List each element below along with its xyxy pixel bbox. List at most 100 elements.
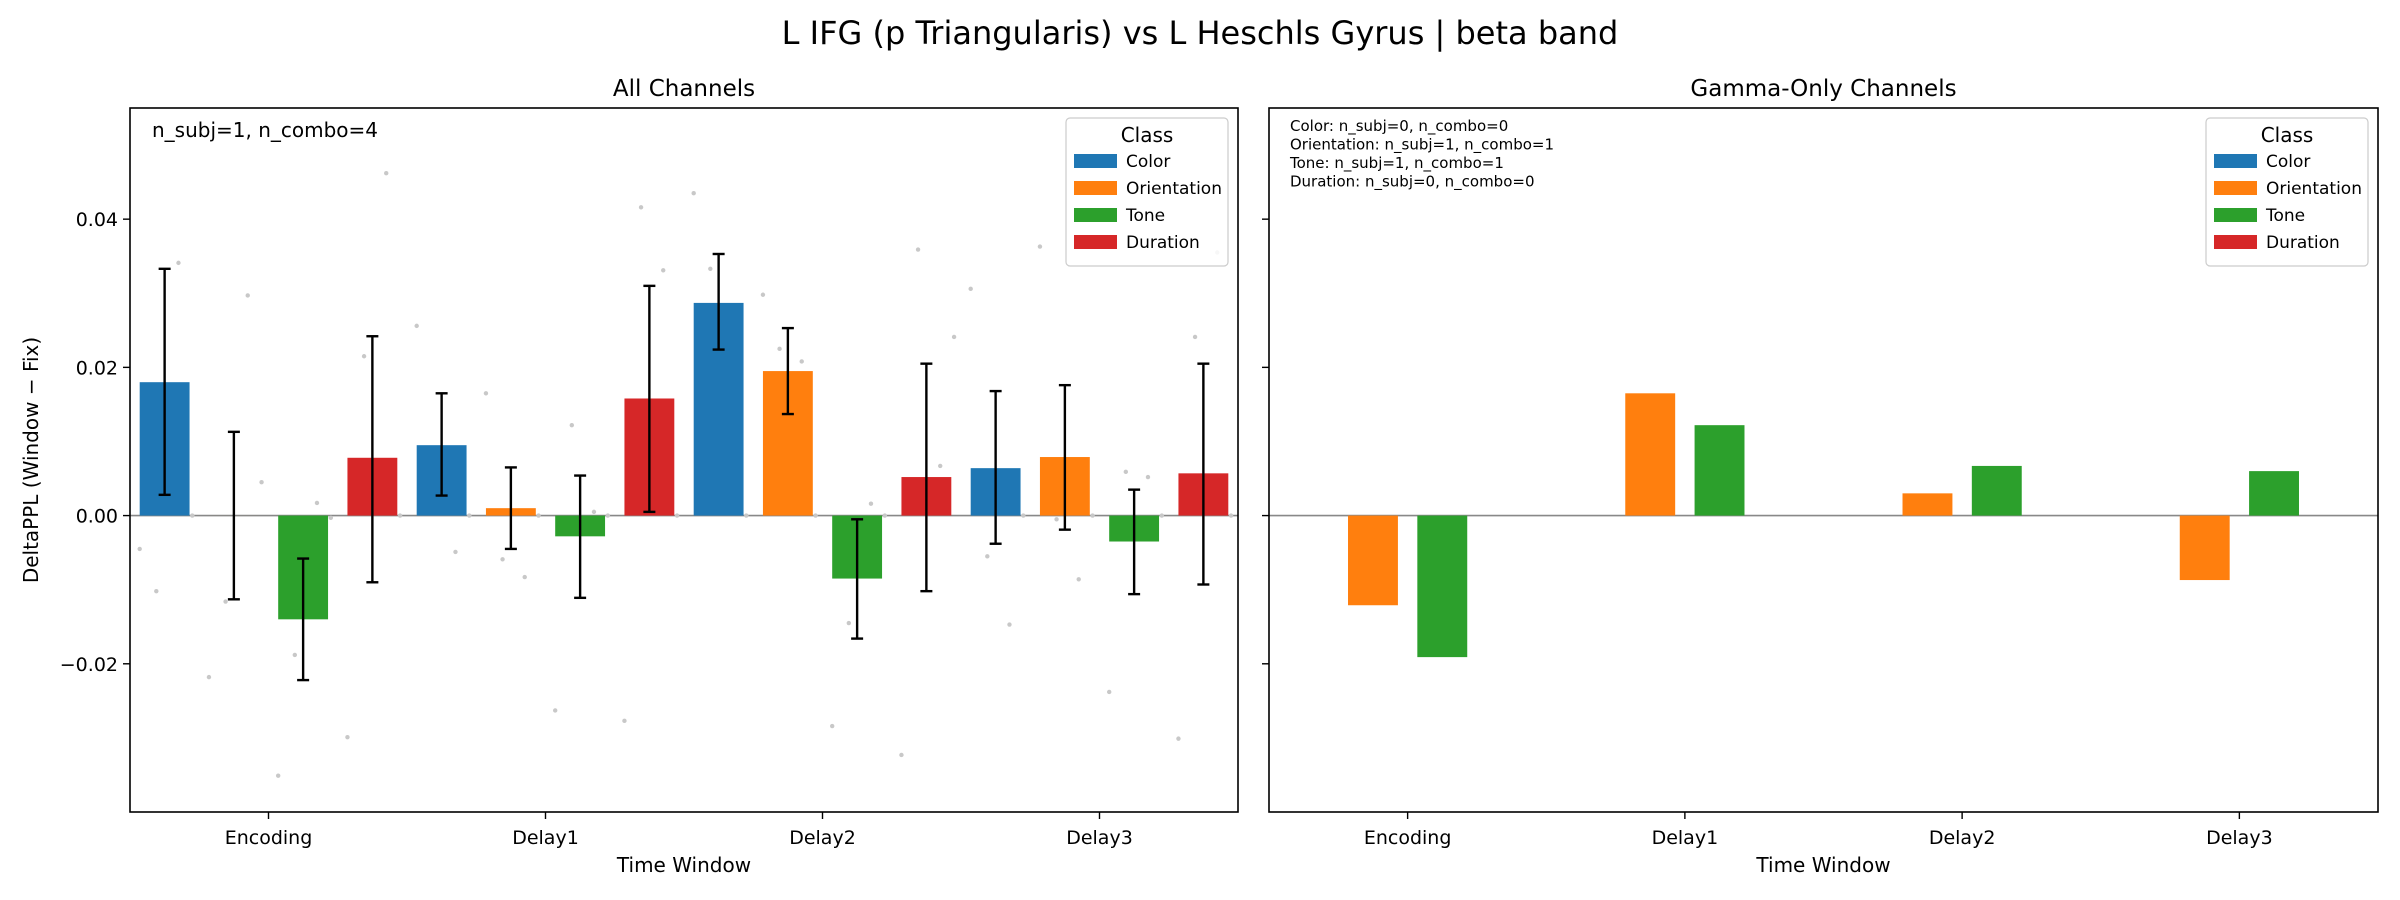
- data-point: [1076, 577, 1081, 582]
- annotation-text: Duration: n_subj=0, n_combo=0: [1290, 173, 1535, 192]
- x-tick-label: Encoding: [225, 827, 313, 849]
- bar-tone-delay3: [2249, 471, 2299, 516]
- data-point: [744, 513, 749, 518]
- data-point: [622, 718, 627, 724]
- y-tick-label: 0.04: [76, 209, 118, 231]
- data-point: [361, 354, 367, 359]
- legend-swatch-color: [1074, 154, 1117, 168]
- chart-panel-2: Encoding Delay1 Delay2 Delay3 Gamma-Only Cha…: [1262, 76, 2379, 877]
- legend-label-duration: Duration: [2266, 233, 2340, 253]
- y-tick-label: 0.02: [76, 357, 118, 379]
- legend: Class Color Orientation Tone Duration: [1065, 117, 1229, 267]
- data-point: [223, 599, 228, 604]
- data-point: [569, 422, 575, 428]
- data-point: [500, 557, 505, 562]
- legend-title: Class: [2261, 123, 2314, 147]
- data-point: [1037, 244, 1043, 249]
- error-bar-tone-delay2: [851, 518, 864, 640]
- data-point: [760, 292, 766, 297]
- figure-suptitle: L IFG (p Triangularis) vs L Heschls Gyru…: [782, 14, 1619, 52]
- data-point: [483, 391, 489, 396]
- panel-title: All Channels: [613, 76, 755, 102]
- legend-label-orientation: Orientation: [1126, 179, 1222, 199]
- error-bar-orientation-delay1: [504, 466, 517, 551]
- data-point: [384, 171, 389, 176]
- data-point: [915, 247, 921, 252]
- error-bar-tone-encoding: [297, 557, 310, 682]
- error-bar-orientation-delay2: [781, 326, 794, 416]
- error-bar-color-delay3: [989, 389, 1002, 545]
- bar-tone-delay1: [1694, 425, 1745, 516]
- data-point: [1021, 513, 1026, 518]
- bar-tone-delay2: [1971, 465, 2022, 516]
- error-bar-tone-delay1: [574, 474, 587, 600]
- data-point: [328, 515, 334, 521]
- data-point: [708, 266, 713, 272]
- error-bar-orientation-encoding: [227, 430, 240, 601]
- data-point: [691, 191, 696, 196]
- data-point: [1123, 469, 1129, 475]
- data-point: [1054, 517, 1059, 522]
- data-point: [292, 652, 298, 658]
- legend-swatch-orientation: [1074, 181, 1117, 195]
- data-point: [345, 734, 350, 740]
- data-point: [467, 513, 472, 518]
- data-point: [206, 674, 212, 680]
- data-point: [846, 620, 852, 626]
- data-point: [552, 708, 558, 713]
- legend-label-tone: Tone: [1125, 206, 1165, 226]
- error-bar-duration-delay2: [920, 362, 933, 593]
- annotation-text: Orientation: n_subj=1, n_combo=1: [1290, 136, 1554, 155]
- legend-label-tone: Tone: [2265, 206, 2305, 226]
- data-point: [245, 293, 250, 298]
- data-point: [968, 286, 973, 292]
- error-bar-color-delay2: [712, 252, 725, 351]
- x-tick-label: Delay2: [789, 827, 856, 849]
- x-tick-label: Delay2: [1929, 827, 1996, 849]
- data-point: [591, 509, 597, 515]
- x-tick-label: Delay1: [1652, 827, 1719, 849]
- data-point: [882, 513, 888, 518]
- y-axis-label: DeltaPPL (Window − Fix): [19, 337, 43, 583]
- annotation-text: Color: n_subj=0, n_combo=0: [1290, 117, 1508, 136]
- error-bar-color-delay1: [435, 392, 448, 497]
- legend-swatch-duration: [2214, 235, 2257, 249]
- data-point: [1159, 513, 1165, 518]
- legend: Class Color Orientation Tone Duration: [2205, 117, 2369, 267]
- bar-tone-encoding: [1417, 515, 1468, 658]
- y-tick-label: 0.00: [76, 506, 118, 528]
- x-tick-label: Delay3: [2206, 827, 2273, 849]
- legend-title: Class: [1121, 123, 1174, 147]
- bar-orientation-delay3: [2179, 515, 2230, 581]
- legend-swatch-tone: [1074, 208, 1117, 222]
- error-bar-duration-delay1: [643, 284, 656, 514]
- data-point: [314, 500, 320, 506]
- data-point: [1007, 622, 1012, 627]
- legend-swatch-color: [2214, 154, 2257, 168]
- data-point: [453, 549, 458, 555]
- legend-label-orientation: Orientation: [2266, 179, 2362, 199]
- x-tick-label: Encoding: [1364, 827, 1452, 849]
- chart-panel-1: −0.02 0.00 0.02 0.04 Encoding Delay1 Delay2 Del…: [19, 76, 1239, 877]
- data-point: [951, 334, 957, 340]
- data-point: [1192, 334, 1198, 340]
- data-point: [176, 260, 181, 266]
- data-point: [1176, 736, 1181, 741]
- data-point: [661, 268, 666, 273]
- legend-label-color: Color: [1126, 152, 1170, 172]
- bar-orientation-encoding: [1348, 515, 1398, 606]
- panel-title: Gamma-Only Channels: [1690, 76, 1956, 102]
- bar-orientation-delay1: [1625, 393, 1676, 516]
- data-point: [829, 723, 835, 729]
- data-point: [638, 205, 644, 210]
- data-point: [154, 588, 159, 594]
- data-point: [777, 346, 782, 352]
- data-point: [1090, 513, 1095, 518]
- x-tick-label: Delay3: [1066, 827, 1133, 849]
- data-point: [899, 752, 904, 758]
- error-bar-tone-delay3: [1128, 488, 1141, 596]
- x-axis-label: Time Window: [616, 853, 751, 877]
- data-point: [799, 359, 804, 364]
- annotation-text: n_subj=1, n_combo=4: [152, 118, 378, 142]
